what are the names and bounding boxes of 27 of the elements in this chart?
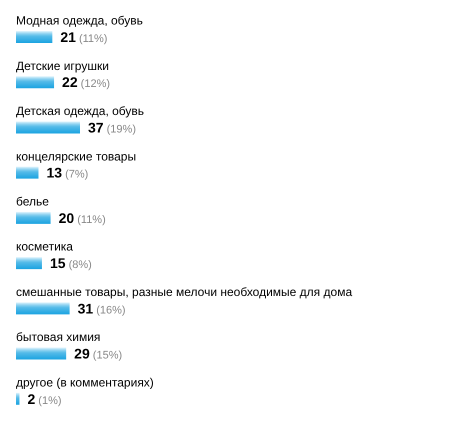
bar: [16, 76, 54, 88]
y-tick-label: концелярские товары: [16, 149, 136, 164]
data-label: 37 (19%): [88, 119, 136, 136]
data-label: 20 (11%): [58, 210, 106, 226]
y-tick-label: Модная одежда, обувь: [16, 14, 143, 28]
bar: [16, 212, 51, 224]
data-label: 2 (1%): [27, 390, 62, 407]
bar: [16, 121, 80, 134]
data-label: 13 (7%): [46, 164, 88, 181]
y-tick-label: Детская одежда, обувь: [16, 104, 144, 118]
y-tick-label: белье: [16, 194, 50, 208]
y-tick-label: другое (в комментариях): [16, 375, 154, 390]
data-label: 22 (12%): [62, 74, 110, 90]
bar: [16, 31, 52, 43]
bar: [16, 166, 38, 179]
y-tick-label: косметика: [16, 240, 74, 254]
data-label: 21 (11%): [60, 29, 108, 45]
bar: [16, 348, 66, 360]
data-label: 15 (8%): [50, 255, 92, 272]
bar: [16, 392, 20, 405]
data-label: 29 (15%): [74, 346, 122, 362]
y-tick-label: смешанные товары, разные мелочи необходимые для дома: [16, 284, 352, 299]
bar: [16, 302, 70, 314]
y-tick-label: Детские игрушки: [16, 58, 109, 73]
y-tick-label: бытовая химия: [16, 330, 100, 344]
data-label: 31 (16%): [78, 300, 126, 316]
bar: [16, 257, 42, 270]
